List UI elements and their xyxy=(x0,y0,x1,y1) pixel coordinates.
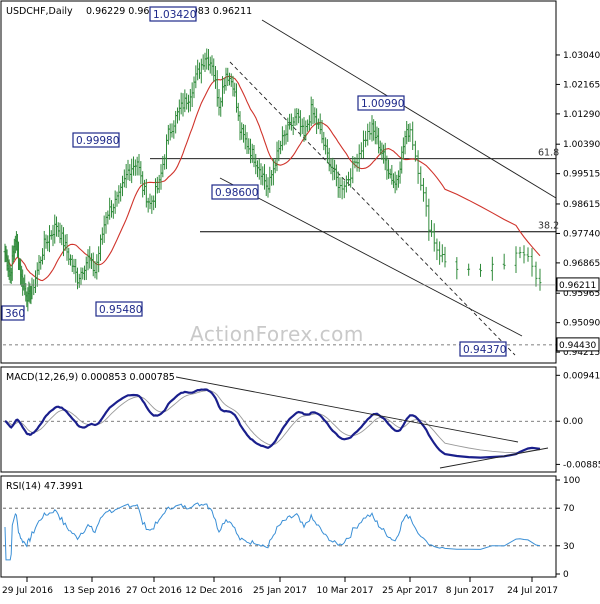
rsi-tick-label: 0 xyxy=(563,570,569,580)
rsi-tick-label: 70 xyxy=(563,504,575,514)
date-tick-label: 8 Jun 2017 xyxy=(446,586,494,596)
trend-lines xyxy=(3,19,557,356)
fib-label: 61.8 xyxy=(538,148,559,159)
pivot-label-box xyxy=(459,341,507,357)
price-axis-ticks: 1.03040 1.02165 1.01290 1.00390 0.99515 0.986… xyxy=(556,51,600,358)
price-tick-label: 0.95090 xyxy=(563,319,600,329)
channel-upper-line xyxy=(261,19,557,199)
macd-signal-line xyxy=(4,390,541,454)
date-tick-label: 29 Jul 2016 xyxy=(2,586,53,596)
date-tick-label: 24 Jul 2017 xyxy=(507,586,558,596)
moving-average xyxy=(4,75,541,282)
date-tick-label: 27 Oct 2016 xyxy=(126,586,182,596)
price-tick-label: 0.98615 xyxy=(563,200,600,210)
pivot-label-text: 1.00990 xyxy=(361,98,404,110)
pivot-label-text: 360 xyxy=(5,308,25,320)
fib-label: 38.2 xyxy=(538,221,559,232)
macd-title: MACD(12,26,9) 0.000853 0.000785 xyxy=(6,372,175,383)
pivot-label-box xyxy=(211,184,259,200)
price-tick-label: 0.94215 xyxy=(563,348,600,358)
last-price-label: 0.96211 xyxy=(559,281,596,291)
price-tick-label: 1.01290 xyxy=(563,110,600,120)
rsi-panel-border xyxy=(0,475,557,578)
rsi-line xyxy=(3,502,556,561)
price-tick-label: 0.96865 xyxy=(563,259,600,269)
price-tick-label: 1.00390 xyxy=(563,140,600,150)
last-price-marker: 0.96211 0.94430 xyxy=(3,277,600,352)
pivot-label-text: 0.95480 xyxy=(99,304,142,316)
pivot-label-text: 1.03420 xyxy=(153,9,196,21)
pivot-label-text: 0.98600 xyxy=(215,187,258,199)
rsi-line xyxy=(4,502,541,561)
macd-trend-line-upper xyxy=(175,376,519,443)
pivot-label-box xyxy=(1,305,25,321)
price-panel-border xyxy=(0,0,557,364)
dashed-trend-line xyxy=(229,61,516,356)
macd-trend-line-lower xyxy=(439,447,549,469)
macd-tick-label: -0.008852 xyxy=(563,460,600,470)
chart-header-symbol: USDCHF,Daily xyxy=(6,6,73,17)
macd-panel-border xyxy=(0,366,557,473)
rsi-tick-label: 100 xyxy=(563,476,580,486)
watermark: ActionForex.com xyxy=(190,322,364,346)
date-tick-label: 13 Sep 2016 xyxy=(63,586,120,596)
date-tick-label: 12 Dec 2016 xyxy=(185,586,243,596)
last-price-box xyxy=(556,277,600,292)
pivot-label-box xyxy=(72,132,120,148)
macd-tick-label: 0.00 xyxy=(563,417,583,427)
date-axis-ticks: 29 Jul 2016 13 Sep 2016 27 Oct 2016 12 Dec … xyxy=(2,577,558,596)
price-candles xyxy=(3,48,542,312)
date-tick-label: 25 Apr 2017 xyxy=(382,586,438,596)
macd-tick-label: 0.009411 xyxy=(563,371,600,381)
pivot-labels: 1.03420 1.00990 0.99980 0.98600 0.95480 0.943… xyxy=(1,6,507,357)
sma-line xyxy=(4,75,541,282)
price-tick-label: 0.99515 xyxy=(563,170,600,180)
pivot-label-box xyxy=(95,301,143,317)
rsi-axis-ticks: 100 70 30 0 xyxy=(556,476,580,580)
support-level-box xyxy=(556,337,600,352)
price-tick-label: 0.95965 xyxy=(563,289,600,299)
price-tick-label: 0.97740 xyxy=(563,229,600,239)
pivot-label-text: 0.94370 xyxy=(463,344,506,356)
date-tick-label: 10 Mar 2017 xyxy=(316,586,373,596)
support-level-label: 0.94430 xyxy=(559,341,596,351)
channel-lower-line xyxy=(219,177,523,337)
pivot-label-text: 0.99980 xyxy=(76,135,119,147)
macd-lines xyxy=(3,376,556,469)
pivot-label-box xyxy=(357,95,405,111)
price-tick-label: 1.02165 xyxy=(563,80,600,90)
date-tick-label: 25 Jan 2017 xyxy=(253,586,307,596)
rsi-title: RSI(14) 47.3991 xyxy=(6,481,83,492)
macd-axis-ticks: 0.009411 0.00 -0.008852 xyxy=(556,371,600,470)
pivot-label-box xyxy=(149,6,197,22)
rsi-tick-label: 30 xyxy=(563,542,575,552)
price-tick-label: 1.03040 xyxy=(563,51,600,61)
